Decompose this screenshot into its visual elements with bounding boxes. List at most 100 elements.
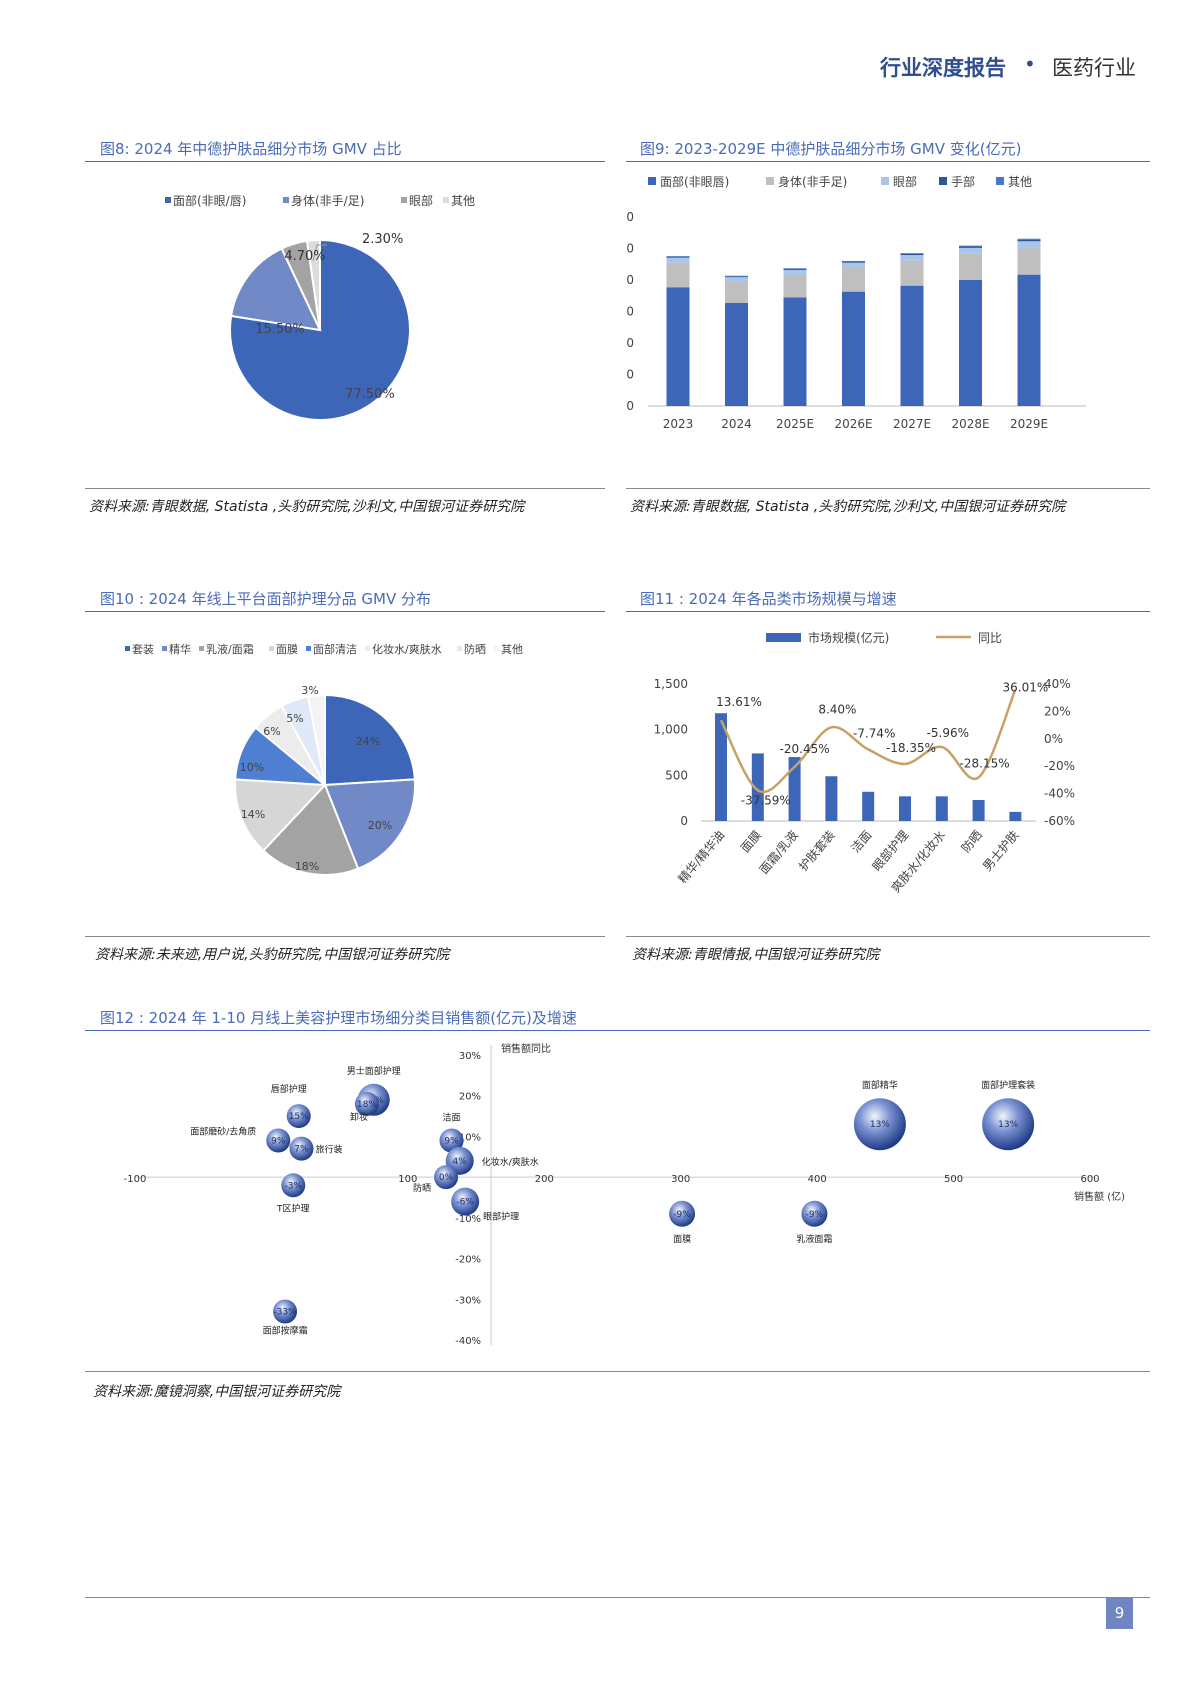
- fig10-legend-swatch: [494, 646, 499, 651]
- fig8-pie-slice: [229, 247, 322, 332]
- fig12-bubble: [266, 1128, 291, 1153]
- fig12-bubble: [439, 1128, 464, 1153]
- fig10-title: 图10 : 2024 年线上平台面部护理分品 GMV 分布: [100, 590, 431, 608]
- page-number: 9: [1106, 1597, 1133, 1629]
- fig12-bubble: [982, 1098, 1035, 1151]
- fig11-bar: [972, 799, 985, 821]
- fig11-ytick-right: 0%: [1044, 732, 1063, 746]
- fig8-data-label: 15.50%: [255, 322, 305, 337]
- fig8-bottom-rule: [85, 488, 605, 489]
- fig12-ytick-label: -20%: [455, 1255, 481, 1266]
- fig10-legend-label: 其他: [501, 643, 523, 656]
- fig12-bubble-name: 乳液面霜: [796, 1233, 832, 1245]
- fig11-xtick-label: 洁面: [848, 828, 874, 855]
- fig8-pie-chart: 面部(非眼/唇) 身体(非手/足) 眼部 其他 77.50% 15.50% 4.70% 2.3…: [165, 193, 475, 421]
- fig8-title-rule: [85, 161, 605, 162]
- fig12-bottom-rule: [85, 1371, 1150, 1372]
- fig9-xtick-label: 2024: [721, 417, 752, 431]
- fig9-xtick-label: 2025E: [776, 417, 814, 431]
- fig11-xtick-label: 防晒: [958, 827, 985, 855]
- fig11-title: 图11 : 2024 年各品类市场规模与增速: [640, 590, 897, 608]
- fig12-bubble: [286, 1104, 311, 1129]
- fig11-ytick-right: -20%: [1044, 759, 1075, 773]
- fig12-title: 图12 : 2024 年 1-10 月线上美容护理市场细分类目销售额(亿元)及增…: [100, 1009, 577, 1027]
- fig12-bubble-name: 面部护理套装: [981, 1079, 1035, 1091]
- fig10-legend-swatch: [125, 646, 130, 651]
- fig10-legend-label: 化妆水/爽肤水: [372, 642, 442, 656]
- fig12-ytick-label: 10%: [459, 1132, 481, 1143]
- fig9-bar-segment: [900, 253, 924, 256]
- fig9-bar-segment: [900, 260, 924, 286]
- fig9-ytick-label: 6000: [626, 210, 634, 224]
- fig10-data-label: 10%: [240, 761, 264, 774]
- fig11-title-rule: [626, 611, 1150, 612]
- fig9-bar-segment: [1017, 238, 1041, 240]
- fig8-legend-label: 其他: [451, 194, 475, 208]
- fig12-bubble: [281, 1173, 306, 1198]
- fig9-bar-segment: [1017, 274, 1041, 406]
- fig12-bubble-value: -6%: [456, 1198, 474, 1208]
- fig11-ytick-right: 40%: [1044, 677, 1071, 691]
- fig9-bar-segment: [900, 285, 924, 406]
- fig10-data-label: 6%: [263, 725, 280, 738]
- fig9-legend-swatch: [939, 177, 947, 185]
- fig12-bubble: [853, 1098, 906, 1151]
- fig8-pie-slice: [305, 238, 321, 331]
- fig11-xtick-label: 精华/精华油: [675, 828, 727, 886]
- fig9-bar-segment: [842, 260, 865, 262]
- fig11-bar: [935, 796, 948, 821]
- fig10-data-label: 24%: [356, 735, 380, 748]
- fig12-bubble: [434, 1165, 459, 1190]
- fig12-bubble-name: 防晒: [413, 1182, 431, 1194]
- fig12-title-rule: [85, 1030, 1150, 1031]
- fig11-line-label: -7.74%: [853, 726, 895, 740]
- fig12-bubble-value: -9%: [806, 1210, 824, 1220]
- fig9-bar-segment: [1017, 239, 1041, 242]
- fig11-ytick-left: 1,500: [654, 677, 688, 691]
- fig12-xtick-label: -100: [124, 1174, 147, 1185]
- fig12-bubble-name: 眼部护理: [483, 1211, 519, 1223]
- fig9-bar-segment: [900, 253, 924, 254]
- fig12-bubble-name: 唇部护理: [271, 1083, 307, 1095]
- fig10-bottom-rule: [85, 936, 605, 937]
- fig12-bubble: [801, 1200, 828, 1227]
- fig9-xtick-label: 2027E: [893, 417, 931, 431]
- fig9-bottom-rule: [626, 488, 1150, 489]
- fig11-ytick-left: 1,000: [654, 723, 688, 737]
- fig10-legend-label: 面部清洁: [313, 642, 357, 656]
- fig10-legend-swatch: [162, 646, 167, 651]
- fig10-source: 资料来源:未来迹,用户说,头豹研究院,中国银河证券研究院: [95, 947, 450, 963]
- fig11-xtick-label: 男士护肤: [979, 827, 1021, 873]
- fig11-bar: [751, 753, 764, 821]
- fig12-xtick-label: 100: [398, 1174, 417, 1185]
- fig8-data-label: 4.70%: [284, 249, 325, 264]
- fig9-bar-segment: [959, 280, 982, 406]
- fig9-bar-segment: [725, 281, 748, 303]
- fig12-bubble-name: T区护理: [276, 1202, 310, 1214]
- fig9-bar-segment: [666, 256, 690, 258]
- fig11-growth-line: [719, 688, 1017, 794]
- fig8-legend-label: 面部(非眼/唇): [173, 193, 246, 208]
- report-type-title: 行业深度报告: [880, 56, 1006, 80]
- fig9-bar-segment: [783, 268, 807, 270]
- fig10-data-label: 14%: [241, 808, 265, 821]
- fig9-ytick-label: 5000: [626, 242, 634, 256]
- fig11-line-label: 8.40%: [818, 702, 856, 716]
- fig9-source: 资料来源:青眼数据, Statista ,头豹研究院,沙利文,中国银河证券研究院: [630, 499, 1066, 515]
- fig11-line-label: 36.01%: [1003, 680, 1049, 694]
- fig9-bar-segment: [666, 257, 690, 263]
- fig12-bubble-value: 18%: [357, 1100, 377, 1110]
- fig9-ytick-label: 1000: [626, 368, 634, 382]
- fig10-pie-slice: [324, 693, 416, 787]
- fig11-ytick-left: 0: [680, 814, 688, 828]
- fig9-ytick-label: 3000: [626, 305, 634, 319]
- fig10-legend-label: 套装: [132, 643, 154, 656]
- fig12-bubble-name: 面膜: [673, 1234, 691, 1245]
- fig10-title-rule: [85, 611, 605, 612]
- fig9-legend-label: 眼部: [893, 175, 917, 189]
- fig10-pie-slice: [234, 778, 328, 853]
- fig11-bar: [1009, 811, 1022, 821]
- fig12-bubble: [354, 1091, 379, 1116]
- fig12-bubble: [289, 1136, 314, 1161]
- fig11-bar: [899, 796, 911, 821]
